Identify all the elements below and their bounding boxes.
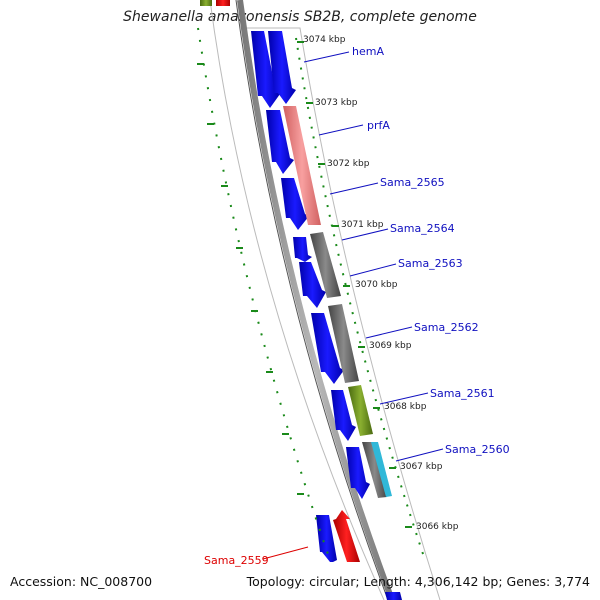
- map-outline: [209, 0, 385, 600]
- backbone-edge: [235, 0, 389, 600]
- kbp-label: 3071 kbp: [341, 220, 384, 230]
- scale-ticks-inner: [197, 63, 304, 495]
- cds-arrow: [316, 515, 337, 562]
- cds-arrow: [385, 592, 402, 600]
- gene-label: Sama_2564: [390, 222, 455, 235]
- gene-label: Sama_2560: [445, 443, 510, 456]
- cds-arrow: [251, 31, 280, 108]
- gene-label: Sama_2559: [204, 554, 269, 567]
- backbone: [237, 0, 395, 600]
- cds-arrow: [331, 390, 356, 441]
- cds-arrow-pink: [283, 106, 321, 225]
- kbp-label: 3067 kbp: [400, 462, 443, 472]
- cds-arrow: [346, 447, 370, 499]
- cds-arrow: [299, 262, 326, 308]
- feature-olive: [200, 0, 212, 6]
- kbp-label: 3069 kbp: [369, 341, 412, 351]
- gene-label: Sama_2563: [398, 257, 463, 270]
- gene-label: Sama_2561: [430, 387, 495, 400]
- kbp-label: 3072 kbp: [327, 159, 370, 169]
- gene-label: hemA: [352, 45, 384, 58]
- cds-arrow-gray: [362, 442, 387, 498]
- map-outline: [247, 27, 441, 600]
- gene-label: Sama_2565: [380, 176, 445, 189]
- gene-label-leaders: [262, 51, 444, 560]
- cds-arrow-gray: [328, 304, 359, 383]
- gene-label: Sama_2562: [414, 321, 479, 334]
- cds-arrow-gray: [310, 232, 341, 298]
- kbp-label: 3068 kbp: [384, 402, 427, 412]
- cds-arrow-olive: [348, 385, 373, 436]
- feature-red: [216, 0, 230, 6]
- cds-arrows-forward: [251, 31, 402, 600]
- kbp-label: 3070 kbp: [355, 280, 398, 290]
- cds-arrow: [266, 110, 294, 174]
- cds-arrows-reverse: [283, 106, 392, 562]
- cds-arrow-cyan: [371, 442, 392, 497]
- kbp-label: 3066 kbp: [416, 522, 459, 532]
- kbp-label: 3074 kbp: [303, 35, 346, 45]
- cds-arrow-red: [333, 510, 360, 562]
- scale-ticks-outer: [297, 41, 412, 528]
- gene-label: prfA: [367, 119, 390, 132]
- cds-arrow: [311, 313, 344, 384]
- cds-arrow: [268, 31, 296, 104]
- kbp-label: 3073 kbp: [315, 98, 358, 108]
- cds-arrow: [281, 178, 309, 230]
- accession-text: Accession: NC_008700: [10, 574, 153, 589]
- cds-arrow: [293, 237, 312, 262]
- genome-stats-text: Topology: circular; Length: 4,306,142 bp…: [246, 574, 590, 589]
